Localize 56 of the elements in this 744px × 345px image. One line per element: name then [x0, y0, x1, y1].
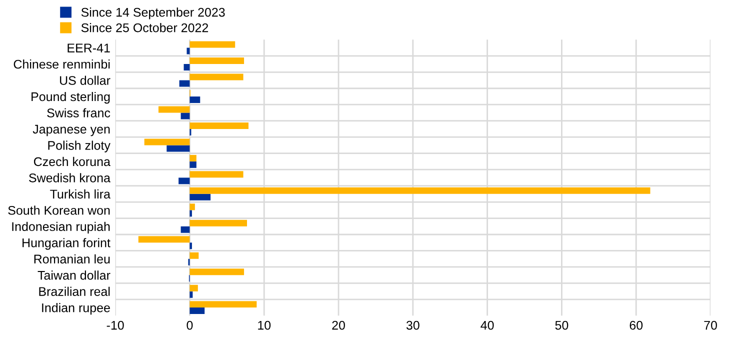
- x-tick-label: -10: [106, 320, 124, 330]
- bar: [190, 204, 195, 210]
- y-tick-label: Polish zloty: [48, 140, 110, 152]
- bar: [180, 226, 190, 233]
- y-tick-label: Japanese yen: [32, 124, 110, 136]
- bar: [184, 64, 190, 71]
- y-tick-label: Indonesian rupiah: [12, 222, 110, 234]
- bar: [138, 236, 190, 243]
- x-tick-label: 70: [704, 320, 717, 330]
- y-tick-label: Pound sterling: [32, 92, 110, 104]
- x-tick-label: 0: [186, 320, 193, 330]
- bar: [144, 138, 190, 146]
- y-tick-label: Brazilian real: [39, 286, 110, 296]
- bar: [190, 171, 244, 178]
- x-tick-label: 10: [258, 320, 271, 330]
- bar: [166, 145, 190, 152]
- legend-label: Since 25 October 2022: [81, 23, 208, 32]
- bar: [190, 284, 198, 292]
- bar: [190, 291, 193, 298]
- x-tick-label: 40: [480, 320, 494, 330]
- x-tick-label: 60: [630, 320, 643, 330]
- y-tick-label: Taiwan dollar: [38, 270, 110, 280]
- bar: [190, 252, 199, 259]
- bar: [190, 308, 205, 314]
- y-tick-label: South Korean won: [8, 206, 110, 215]
- bar: [190, 268, 244, 276]
- bar: [180, 112, 190, 120]
- bar: [186, 48, 190, 54]
- y-tick-label: EER-41: [68, 44, 110, 52]
- bar: [178, 178, 190, 184]
- y-tick-label: Turkish lira: [50, 189, 110, 199]
- bar: [158, 106, 190, 113]
- y-tick-label: Swedish krona: [29, 173, 110, 182]
- bar: [190, 154, 196, 162]
- y-tick-label: Romanian leu: [34, 254, 110, 264]
- y-tick-label: Swiss franc: [47, 108, 110, 118]
- legend-label: Since 14 September 2023: [81, 8, 225, 20]
- x-tick-label: 30: [406, 320, 420, 330]
- bar: [190, 301, 257, 308]
- x-tick-label: 20: [332, 320, 345, 330]
- bar: [190, 220, 248, 226]
- bar: [190, 122, 248, 129]
- bar: [190, 74, 244, 80]
- y-tick-label: Hungarian forint: [22, 238, 110, 250]
- y-tick-label: Indian rupee: [42, 303, 110, 315]
- y-tick-label: US dollar: [60, 76, 110, 85]
- bar: [190, 194, 211, 200]
- bar: [190, 96, 200, 103]
- bar: [190, 187, 650, 194]
- bar: [190, 161, 196, 168]
- y-tick-label: Chinese renminbi: [14, 60, 110, 69]
- x-tick-label: 50: [555, 320, 568, 330]
- bar: [190, 58, 244, 64]
- bar: [179, 80, 190, 87]
- y-tick-label: Czech koruna: [34, 156, 110, 166]
- bar: [190, 41, 236, 48]
